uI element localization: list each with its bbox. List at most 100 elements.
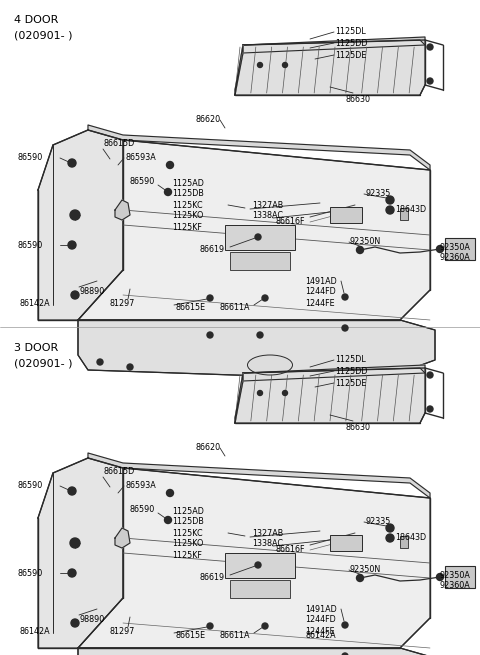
Bar [330,535,362,551]
Polygon shape [235,368,425,423]
Circle shape [68,487,76,495]
Circle shape [70,538,80,548]
Text: 1244FE: 1244FE [305,626,335,635]
Text: 1125KO: 1125KO [172,212,204,221]
Text: 86590: 86590 [18,481,43,491]
Bar [230,580,290,598]
Polygon shape [78,648,435,655]
Text: 86593A: 86593A [125,481,156,491]
Bar [330,207,362,223]
Text: 86615E: 86615E [175,631,205,641]
Text: 92350N: 92350N [350,565,381,574]
Text: 1125DE: 1125DE [335,50,366,60]
Circle shape [257,390,263,396]
Polygon shape [243,365,425,381]
Text: (020901- ): (020901- ) [14,358,72,368]
Circle shape [167,162,173,168]
Text: 1125KO: 1125KO [172,540,204,548]
Bar [445,566,475,588]
Text: 92350A: 92350A [440,242,471,252]
Circle shape [71,619,79,627]
Text: 1327AB: 1327AB [252,529,283,538]
Text: 1125DB: 1125DB [172,189,204,198]
Text: 92360A: 92360A [440,582,471,591]
Circle shape [283,390,288,396]
Polygon shape [38,458,123,648]
Circle shape [127,364,133,370]
Bar [225,553,295,578]
Text: 98890: 98890 [80,288,105,297]
Circle shape [386,534,394,542]
Text: 86615E: 86615E [175,303,205,312]
Text: 86619: 86619 [200,246,225,255]
Circle shape [255,234,261,240]
Text: 1125DD: 1125DD [335,367,368,375]
Text: 86590: 86590 [130,178,155,187]
Circle shape [167,489,173,496]
Text: 86593A: 86593A [125,153,156,162]
Polygon shape [88,125,430,170]
Text: (020901- ): (020901- ) [14,30,72,40]
Text: 1125AD: 1125AD [172,179,204,187]
Circle shape [427,78,433,84]
Text: 86590: 86590 [18,569,43,578]
Text: 92350N: 92350N [350,238,381,246]
Text: 1327AB: 1327AB [252,200,283,210]
Circle shape [71,291,79,299]
Text: 1125DL: 1125DL [335,356,366,364]
Text: 86611A: 86611A [220,631,251,641]
Text: 1338AC: 1338AC [252,212,283,221]
Circle shape [342,294,348,300]
Text: 18643D: 18643D [395,533,426,542]
Bar [400,208,408,220]
Text: 86616F: 86616F [275,544,304,553]
Text: 92335: 92335 [365,517,390,527]
Circle shape [68,241,76,249]
Text: 86142A: 86142A [305,631,336,641]
Text: 1244FD: 1244FD [305,616,336,624]
Circle shape [427,44,433,50]
Text: 1125AD: 1125AD [172,506,204,515]
Circle shape [257,62,263,67]
Text: 1338AC: 1338AC [252,540,283,548]
Polygon shape [235,45,243,95]
Polygon shape [235,40,425,95]
Circle shape [68,569,76,577]
Circle shape [255,562,261,568]
Text: 86616F: 86616F [275,217,304,225]
Circle shape [70,210,80,220]
Text: 1125KC: 1125KC [172,200,203,210]
Polygon shape [38,130,123,320]
Text: 1125KF: 1125KF [172,223,202,231]
Circle shape [257,332,263,338]
Text: 1491AD: 1491AD [305,605,337,614]
Polygon shape [115,528,130,548]
Text: 81297: 81297 [110,299,135,309]
Text: 86590: 86590 [130,506,155,514]
Circle shape [427,372,433,378]
Text: 1244FD: 1244FD [305,288,336,297]
Text: 81297: 81297 [110,627,135,637]
Text: 86142A: 86142A [20,299,50,309]
Circle shape [283,62,288,67]
Polygon shape [78,140,430,320]
Bar [225,225,295,250]
Circle shape [342,653,348,655]
Polygon shape [115,200,130,220]
Text: 86590: 86590 [18,153,43,162]
Polygon shape [235,373,243,423]
Text: 1491AD: 1491AD [305,276,337,286]
Circle shape [207,295,213,301]
Polygon shape [78,320,435,380]
Circle shape [262,623,268,629]
Text: 86615D: 86615D [104,466,135,476]
Circle shape [386,524,394,532]
Text: 1125KF: 1125KF [172,550,202,559]
Text: 1125DD: 1125DD [335,39,368,48]
Text: 92350A: 92350A [440,571,471,580]
Polygon shape [88,453,430,498]
Text: 86620: 86620 [195,443,220,453]
Text: 86619: 86619 [200,574,225,582]
Circle shape [68,159,76,167]
Text: 92360A: 92360A [440,253,471,263]
